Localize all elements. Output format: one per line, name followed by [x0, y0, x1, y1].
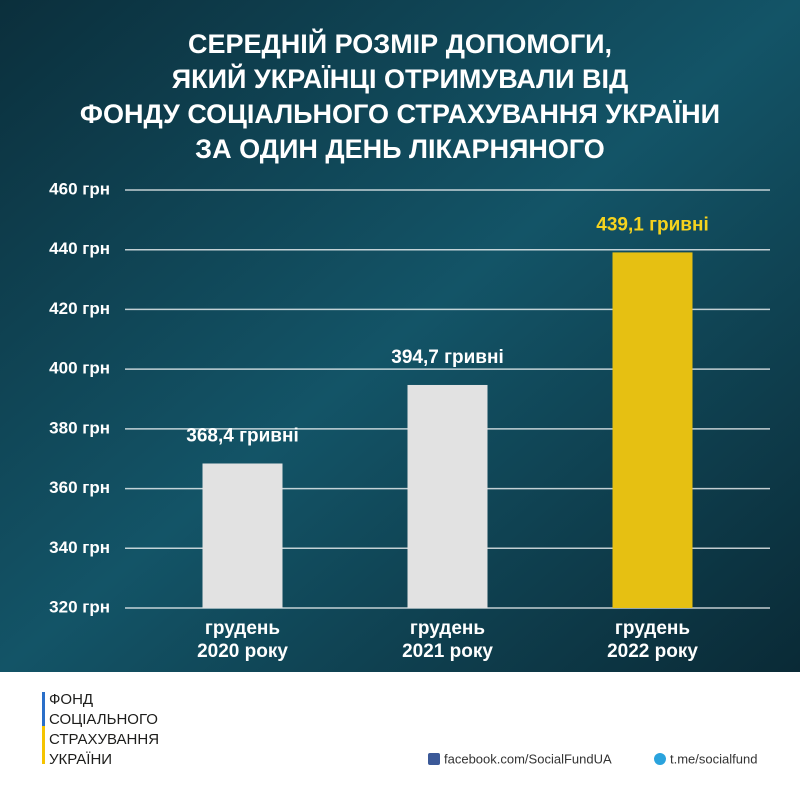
- facebook-link[interactable]: facebook.com/SocialFundUA: [444, 751, 612, 766]
- logo-text: СТРАХУВАННЯ: [49, 731, 159, 748]
- chart-title: СЕРЕДНІЙ РОЗМІР ДОПОМОГИ,: [188, 28, 612, 59]
- logo-text: СОЦІАЛЬНОГО: [49, 711, 158, 728]
- y-tick-label: 400 грн: [49, 359, 110, 378]
- bar: [612, 252, 693, 608]
- logo-bar-blue: [42, 692, 45, 726]
- facebook-icon: [428, 753, 440, 765]
- logo-bar-yellow: [42, 726, 45, 764]
- y-tick-label: 360 грн: [49, 478, 110, 497]
- value-label: 368,4 гривні: [186, 426, 298, 447]
- y-tick-label: 420 грн: [49, 299, 110, 318]
- footer-background: [0, 672, 800, 800]
- x-tick-label: грудень 2022 року: [607, 618, 698, 662]
- y-tick-label: 460 грн: [49, 179, 110, 198]
- y-tick-label: 440 грн: [49, 239, 110, 258]
- y-tick-label: 380 грн: [49, 418, 110, 437]
- chart-title: ФОНДУ СОЦІАЛЬНОГО СТРАХУВАННЯ УКРАЇНИ: [80, 99, 720, 129]
- bar: [202, 463, 283, 608]
- x-tick-label: грудень 2021 року: [402, 618, 493, 662]
- chart-title: ЯКИЙ УКРАЇНЦІ ОТРИМУВАЛИ ВІД: [172, 63, 629, 94]
- x-tick-label: грудень 2020 року: [197, 618, 288, 662]
- value-label: 439,1 гривні: [596, 214, 708, 235]
- y-tick-label: 320 грн: [49, 597, 110, 616]
- logo-text: ФОНД: [49, 691, 93, 708]
- bar: [407, 384, 488, 608]
- telegram-icon: [654, 753, 666, 765]
- value-label: 394,7 гривні: [391, 347, 503, 368]
- chart-title: ЗА ОДИН ДЕНЬ ЛІКАРНЯНОГО: [195, 134, 605, 164]
- logo-text: УКРАЇНИ: [49, 751, 112, 768]
- telegram-link[interactable]: t.me/socialfund: [670, 751, 757, 766]
- y-tick-label: 340 грн: [49, 538, 110, 557]
